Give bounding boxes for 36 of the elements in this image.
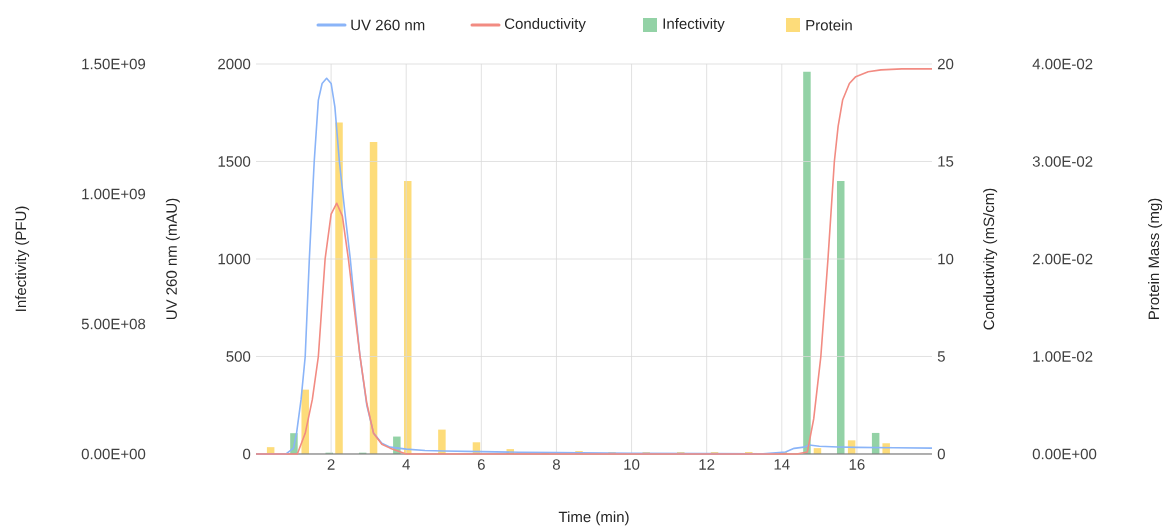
y-tick-label: 1500 [218, 156, 251, 167]
x-tick-label: 6 [477, 459, 485, 470]
y-tick-label: 500 [226, 351, 251, 362]
y3-tick-label: 4.00E-02 [1032, 58, 1093, 70]
y-tick-label: 5.00E+08 [81, 318, 146, 330]
y3-tick-label: 0.00E+00 [1032, 448, 1097, 460]
x-tick-label: 8 [552, 459, 560, 470]
y3-tick-label: 3.00E-02 [1032, 156, 1093, 167]
y2-tick-label: 20 [937, 58, 954, 70]
y2-tick-label: 0 [937, 448, 945, 460]
y3-tick-label: 2.00E-02 [1032, 253, 1093, 265]
x-tick-label: 2 [327, 459, 335, 470]
y-tick-label: 2000 [218, 58, 251, 70]
y2-axis-title: Conductivity (mS/cm) [983, 188, 998, 330]
y-tick-label: 0 [243, 448, 251, 460]
y-axis-title: Infectivity (PFU) [15, 206, 30, 311]
y2-tick-label: 15 [938, 156, 954, 167]
y3-axis-title: Protein Mass (mg) [1148, 198, 1163, 319]
x-tick-label: 4 [402, 459, 410, 470]
y3-tick-label: 1.00E-02 [1033, 351, 1093, 362]
y2-tick-label: 5 [937, 351, 945, 362]
y-tick-label: 1.00E+09 [82, 188, 146, 200]
y2-tick-label: 10 [938, 253, 954, 265]
legend-label: UV 260 nm [351, 19, 425, 31]
y-tick-label: 0.00E+00 [81, 448, 146, 460]
x-axis-title: Time (min) [558, 511, 629, 526]
x-tick-label: 14 [774, 459, 790, 470]
y-axis-title: UV 260 nm (mAU) [165, 198, 180, 320]
y-tick-label: 1000 [218, 253, 251, 265]
x-tick-label: 10 [624, 459, 640, 470]
legend-label: Conductivity [504, 17, 586, 32]
legend-label: Protein [806, 19, 852, 31]
legend-label: Infectivity [663, 17, 725, 32]
y-tick-label: 1.50E+09 [82, 58, 146, 70]
x-tick-label: 12 [699, 459, 715, 470]
x-tick-label: 16 [849, 459, 865, 470]
